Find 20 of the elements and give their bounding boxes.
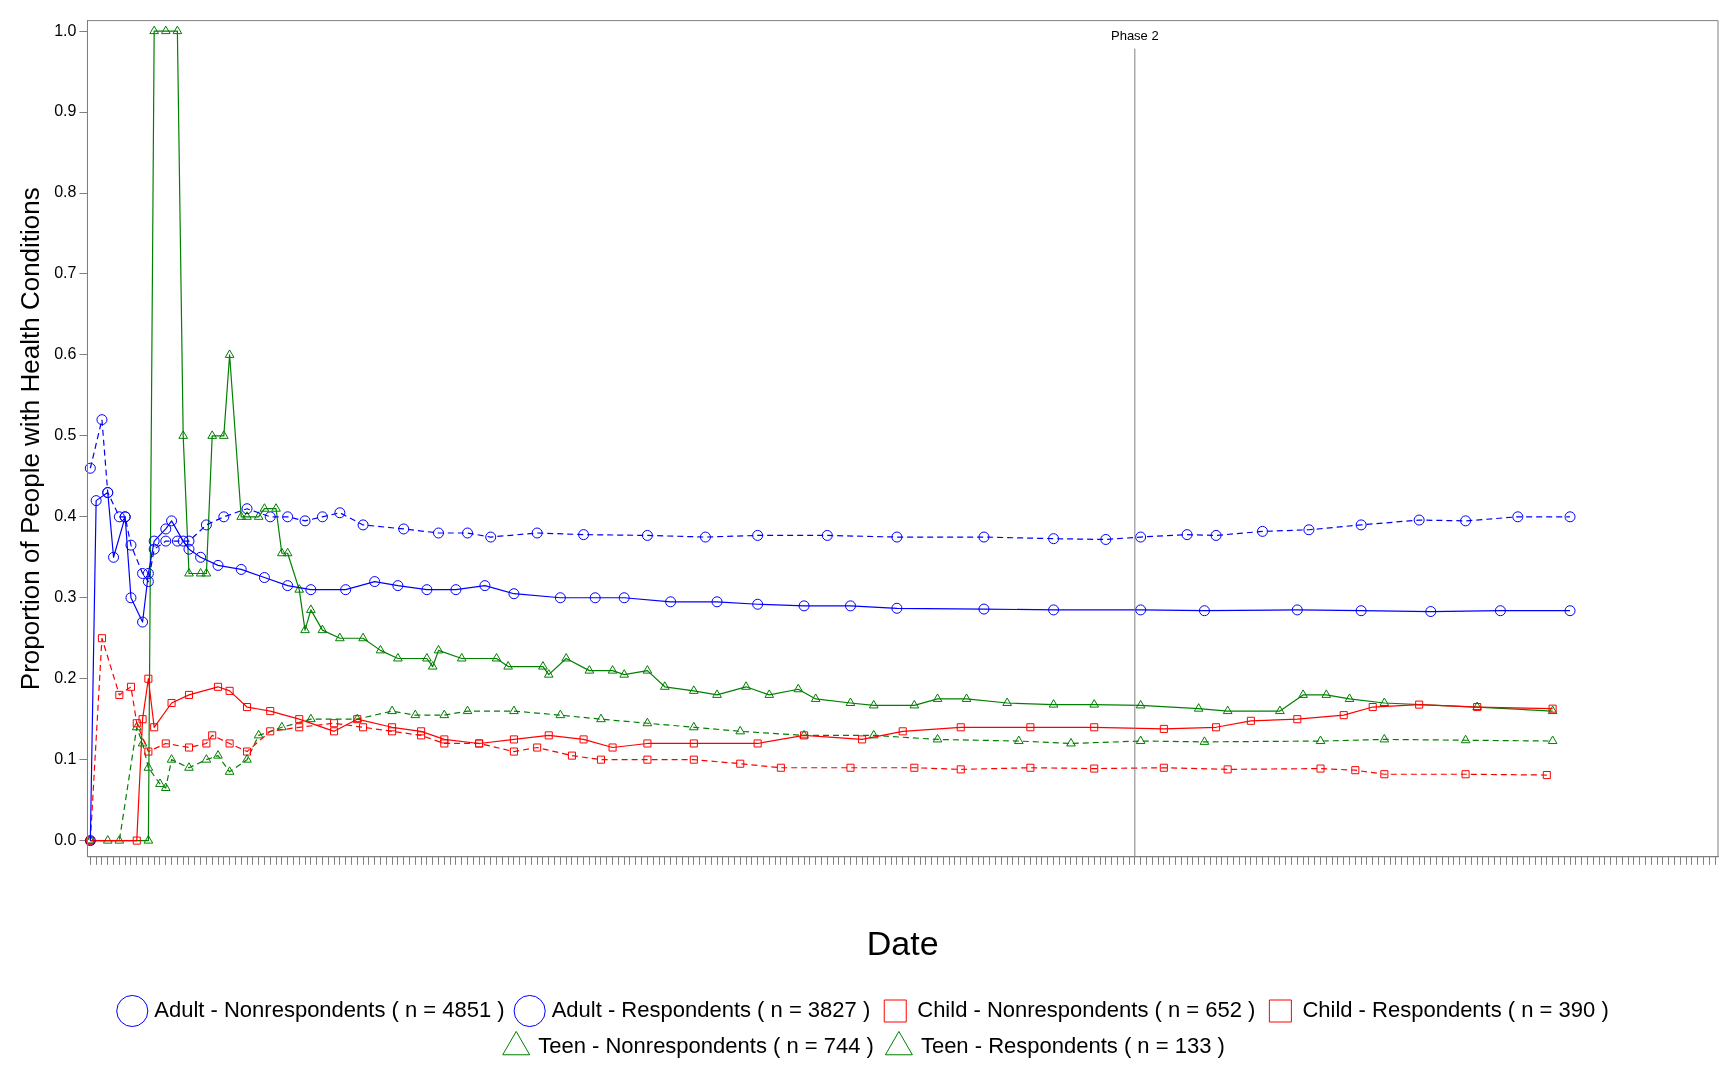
y-tick-label: 0.7 <box>54 264 77 282</box>
legend-label: Teen - Respondents ( n = 133 ) <box>920 1033 1225 1059</box>
y-tick-label: 0.6 <box>54 345 77 363</box>
y-axis-title: Proportion of People with Health Conditions <box>14 187 45 691</box>
annotation: Phase 2 <box>1110 28 1159 44</box>
y-tick-label: 0.2 <box>54 669 77 687</box>
y-tick-label: 0.8 <box>54 183 77 201</box>
legend-label: Child - Nonrespondents ( n = 652 ) <box>917 997 1256 1023</box>
legend-label: Adult - Respondents ( n = 3827 ) <box>551 997 871 1023</box>
y-tick-label: 0.3 <box>54 588 77 606</box>
x-axis-title: Date <box>866 923 939 962</box>
legend-label: Child - Respondents ( n = 390 ) <box>1302 997 1609 1023</box>
y-tick-label: 0.5 <box>54 426 77 444</box>
y-tick-label: 0.1 <box>54 750 77 768</box>
legend-label: Adult - Nonrespondents ( n = 4851 ) <box>154 997 505 1023</box>
y-tick-label: 0.0 <box>54 831 77 849</box>
legend-label: Teen - Nonrespondents ( n = 744 ) <box>538 1033 874 1059</box>
y-tick-label: 1.0 <box>54 21 77 39</box>
y-tick-label: 0.4 <box>54 507 77 525</box>
y-tick-label: 0.9 <box>54 102 77 120</box>
